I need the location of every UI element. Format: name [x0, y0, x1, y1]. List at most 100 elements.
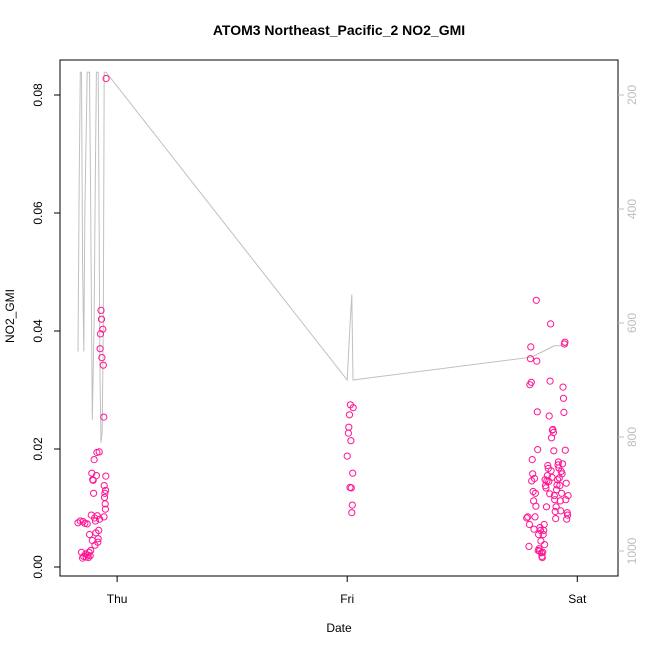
x-axis: Thu Fri Sat — [107, 576, 587, 606]
data-point — [560, 408, 568, 416]
data-point — [90, 456, 98, 464]
data-point — [92, 472, 101, 480]
data-point — [97, 315, 106, 323]
data-point — [562, 496, 570, 504]
data-point — [537, 537, 545, 545]
chart-title: ATOM3 Northeast_Pacific_2 NO2_GMI — [213, 22, 465, 38]
x-tick-label: Sat — [568, 592, 587, 606]
data-point — [558, 470, 566, 478]
data-point — [101, 505, 110, 513]
data-point — [533, 357, 541, 365]
data-point — [101, 500, 109, 508]
data-point — [549, 428, 558, 437]
data-point — [97, 306, 105, 314]
data-point — [557, 507, 565, 515]
data-point — [347, 437, 355, 445]
data-point — [562, 479, 570, 487]
data-point — [561, 338, 569, 346]
data-point — [100, 482, 108, 490]
data-point — [86, 552, 94, 560]
data-point — [534, 446, 542, 454]
data-point — [563, 509, 571, 517]
data-point — [85, 548, 93, 556]
y-axis-label: NO2_GMI — [3, 289, 17, 343]
data-point — [102, 74, 110, 83]
data-point — [94, 535, 102, 543]
y2-tick-label: 800 — [625, 427, 639, 447]
y-tick-label: 0.02 — [31, 437, 45, 461]
data-point — [553, 481, 561, 489]
y2-tick-label: 1000 — [625, 537, 639, 564]
data-point — [541, 541, 549, 549]
data-point — [524, 513, 532, 521]
x-axis-label: Date — [326, 621, 352, 635]
y2-tick-label: 200 — [625, 85, 639, 105]
data-point — [95, 526, 103, 535]
data-point — [348, 509, 356, 517]
data-point — [96, 515, 104, 523]
data-points-layer — [74, 74, 572, 562]
data-point — [74, 519, 82, 527]
pressure-line — [77, 71, 569, 443]
data-point — [552, 503, 560, 511]
data-point — [529, 470, 537, 478]
data-point — [526, 355, 535, 363]
x-tick-label: Thu — [107, 592, 128, 606]
data-point — [532, 296, 540, 304]
data-point — [545, 412, 553, 420]
data-point — [544, 461, 552, 470]
data-point — [546, 490, 554, 498]
data-point — [95, 448, 103, 456]
data-point — [79, 518, 87, 526]
data-point — [531, 489, 540, 497]
data-point — [523, 514, 531, 522]
data-point — [559, 460, 567, 468]
data-point — [532, 502, 540, 510]
data-point — [87, 546, 95, 555]
data-point — [559, 383, 567, 391]
y2-tick-label: 600 — [625, 313, 639, 333]
data-point — [525, 520, 534, 529]
data-point — [349, 469, 357, 477]
data-point — [85, 530, 94, 539]
data-point — [564, 511, 572, 519]
data-point — [551, 507, 559, 516]
data-point — [546, 377, 554, 385]
data-point — [540, 520, 548, 529]
data-point — [564, 492, 572, 500]
data-point — [100, 413, 108, 421]
y2-axis: 200 400 600 800 1000 — [618, 85, 639, 564]
data-point — [99, 325, 107, 333]
data-point — [102, 472, 110, 480]
data-point — [527, 343, 535, 351]
data-point — [554, 461, 562, 469]
data-point — [527, 378, 535, 386]
data-point — [349, 404, 357, 412]
y-axis: 0.00 0.02 0.04 0.06 0.08 — [31, 83, 60, 579]
data-point — [530, 474, 539, 483]
data-point — [556, 482, 564, 490]
data-point — [525, 542, 533, 551]
y-tick-label: 0.06 — [31, 201, 45, 225]
data-point — [348, 501, 356, 509]
data-point — [542, 503, 551, 511]
y-tick-label: 0.04 — [31, 319, 45, 343]
data-point — [561, 446, 569, 454]
y-tick-label: 0.08 — [31, 83, 45, 107]
data-point — [558, 489, 566, 497]
data-point — [530, 525, 538, 533]
data-point — [94, 538, 102, 546]
data-point — [345, 423, 353, 431]
data-point — [83, 520, 91, 528]
data-point — [347, 484, 355, 492]
data-point — [556, 497, 564, 505]
x-tick-label: Fri — [340, 592, 354, 606]
data-point — [549, 425, 557, 434]
data-point — [531, 513, 539, 521]
data-point — [539, 530, 547, 539]
data-point — [344, 429, 352, 437]
pressure-line-layer — [77, 71, 569, 443]
data-point — [547, 320, 555, 328]
data-point — [535, 530, 543, 539]
